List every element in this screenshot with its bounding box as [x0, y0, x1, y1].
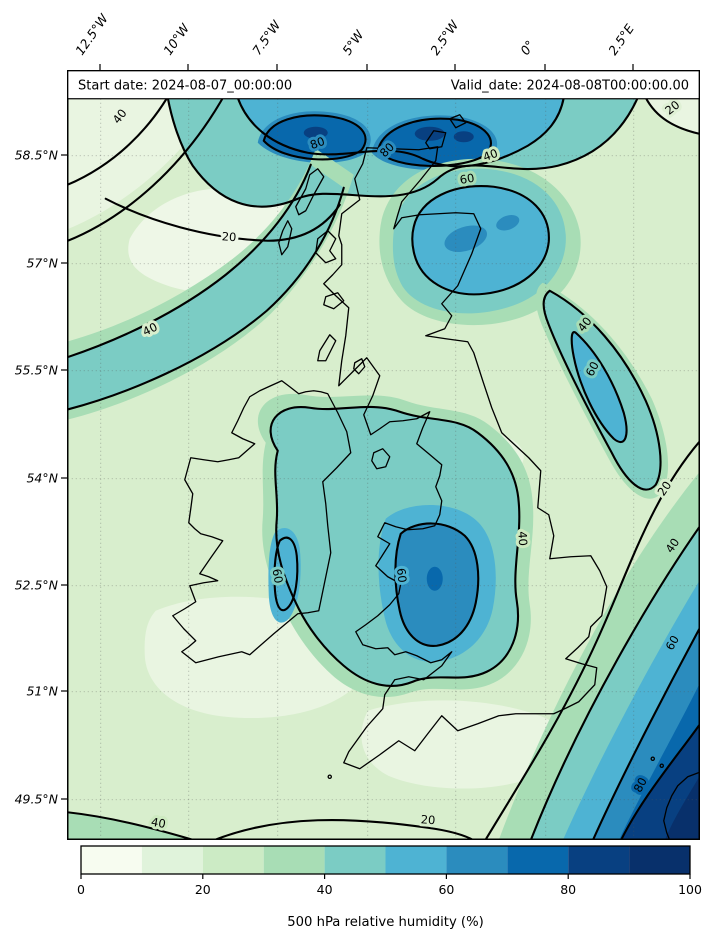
lat-tick-label: 52.5°N [15, 578, 59, 593]
contour-line-20 [104, 197, 341, 242]
lon-tick-label: 7.5°W [249, 17, 284, 58]
colorbar-cell [324, 846, 386, 874]
colorbar-cell [568, 846, 630, 874]
lon-tick-label: 10°W [160, 20, 192, 57]
lat-tick-label: 49.5°N [15, 792, 59, 807]
lat-tick-label: 51°N [26, 684, 58, 699]
lon-tick-label: 2.5°E [605, 21, 637, 58]
colorbar-frame [80, 845, 691, 875]
contour-line-40 [269, 405, 521, 687]
rh-fill-low [361, 700, 567, 789]
top-axis: 12.5°W 10°W 7.5°W 5°W 2.5°W 0° 2.5°E [72, 11, 637, 71]
colorbar-tick-label: 0 [77, 882, 85, 897]
contour-line-40 [166, 96, 639, 208]
contour-line-20 [484, 440, 700, 840]
start-date-label: Start date: 2024-08-07_00:00:00 [78, 79, 292, 94]
coastline-france [663, 771, 700, 840]
rh-fill-70 [426, 566, 443, 591]
titlebar-box [67, 70, 700, 100]
lat-tick-label: 54°N [26, 471, 58, 486]
rh-fill-80 [414, 126, 445, 141]
colorbar-tick-label: 80 [560, 882, 576, 897]
lat-tick-label: 57°N [26, 256, 58, 271]
rh-fill-60 [444, 225, 487, 253]
rh-fill-80 [303, 126, 328, 139]
contour-label-20: 20 [420, 812, 436, 827]
contour-line-40 [67, 186, 345, 411]
coastline-ireland [172, 380, 352, 664]
contour-label-60: 60 [270, 568, 286, 585]
contour-line-20 [213, 818, 475, 840]
contour-lines [67, 77, 700, 840]
colorbar-cell [202, 846, 264, 874]
rh-fill-80 [453, 131, 474, 143]
coastline-islands [278, 114, 665, 780]
contour-line-60 [411, 185, 550, 296]
colorbar-tick-label: 40 [317, 882, 333, 897]
lon-tick-label: 5°W [339, 27, 367, 58]
rh-fill-low [645, 97, 700, 134]
contour-line-80 [620, 723, 700, 840]
lat-tick-label: 58.5°N [15, 148, 59, 163]
colorbar-cell [263, 846, 325, 874]
colorbar-tick-label: 60 [438, 882, 454, 897]
contour-line-60 [394, 522, 480, 647]
colorbar-cell [507, 846, 569, 874]
contour-line-60 [592, 626, 700, 840]
coastline-great-britain [323, 146, 608, 770]
colorbar-tick-label: 20 [195, 882, 211, 897]
colorbar: 0 20 40 60 80 100 500 hPa relative humid… [77, 845, 702, 930]
colorbar-label: 500 hPa relative humidity (%) [287, 915, 484, 930]
contour-line-40 [67, 163, 312, 359]
lat-tick-label: 55.5°N [15, 363, 59, 378]
contour-label-20: 20 [221, 229, 237, 244]
titlebar: Start date: 2024-08-07_00:00:00 Valid_da… [67, 70, 700, 100]
rh-fill-70 [377, 118, 491, 166]
rh-fill-50 [571, 332, 627, 443]
colorbar-cell [81, 846, 142, 874]
contour-line-40 [530, 525, 700, 840]
rh-fill-30 [67, 812, 191, 840]
colorbar-cell [446, 846, 508, 874]
contour-line-40 [542, 289, 662, 491]
rh-fill-90 [665, 776, 700, 840]
colorbar-cell [141, 846, 203, 874]
contour-line-80 [376, 117, 492, 167]
contour-line-40 [67, 91, 227, 242]
colorbar-cell [385, 846, 447, 874]
contour-line-60 [570, 330, 628, 444]
left-axis: 58.5°N 57°N 55.5°N 54°N 52.5°N 51°N 49.5… [15, 148, 68, 807]
lon-tick-label: 2.5°W [427, 17, 462, 58]
colorbar-cell [629, 846, 690, 874]
contour-label-40: 40 [150, 815, 167, 831]
colorbar-tick-label: 100 [678, 882, 702, 897]
map-group: 40 40 80 80 20 60 20 40 40 60 60 40 60 2… [67, 70, 700, 840]
contour-label-40: 40 [515, 531, 530, 546]
contour-line-20 [644, 96, 700, 135]
contour-label-60: 60 [459, 171, 476, 187]
contour-line-60 [273, 536, 299, 612]
lon-tick-label: 0° [517, 37, 537, 57]
lon-tick-label: 12.5°W [72, 11, 111, 58]
contour-line-80 [262, 114, 367, 161]
contour-line-60 [236, 96, 565, 168]
rh-fill-40 [67, 164, 344, 410]
contour-label-60: 60 [394, 567, 409, 583]
valid-date-label: Valid_date: 2024-08-08T00:00:00.00 [451, 79, 689, 94]
rh-fill-60 [496, 214, 520, 231]
